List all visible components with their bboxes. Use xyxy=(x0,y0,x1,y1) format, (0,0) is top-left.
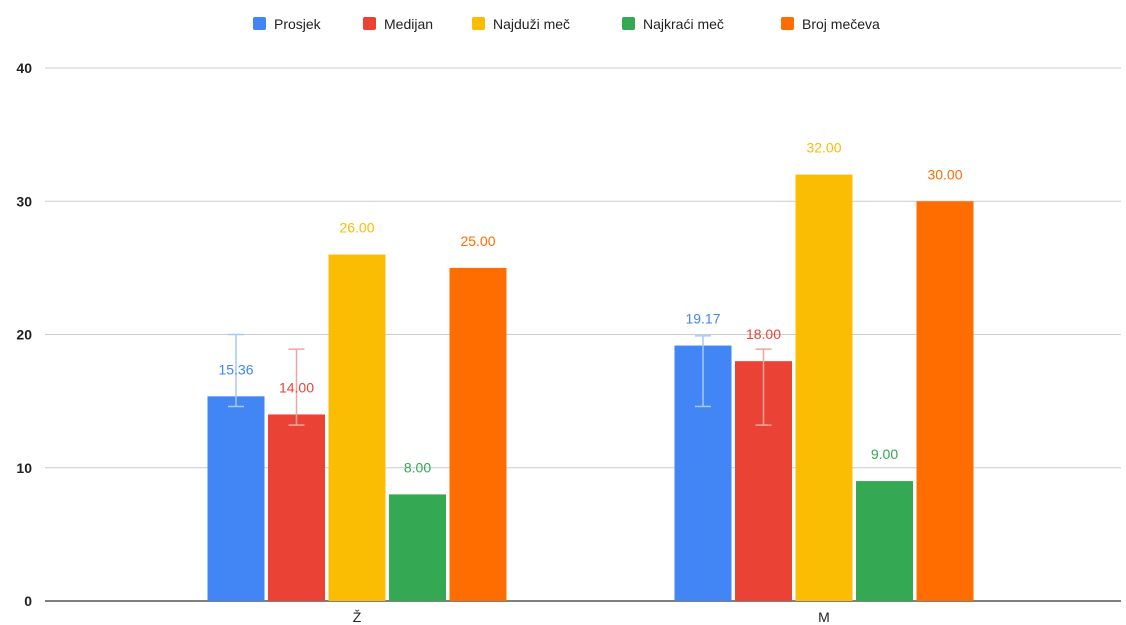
data-label: 18.00 xyxy=(746,326,781,342)
y-tick-label: 30 xyxy=(16,193,32,209)
legend-swatch-broj-meceva xyxy=(781,17,794,30)
bar-broj-meceva xyxy=(916,201,974,601)
y-tick-label: 0 xyxy=(24,593,32,609)
bar-medijan xyxy=(268,414,325,601)
error-bar xyxy=(755,348,772,426)
data-labels: 15.36 14.00 26.00 8.00 25.00 19.17 18.00 32.00 9… xyxy=(218,140,962,476)
y-tick-label: 20 xyxy=(16,327,32,343)
error-bar xyxy=(228,333,244,408)
data-label: 9.00 xyxy=(871,446,898,462)
error-bar xyxy=(695,335,711,408)
data-label: 19.17 xyxy=(685,311,720,327)
y-tick-label: 10 xyxy=(16,460,32,476)
error-bars xyxy=(228,333,772,426)
bar-najkraci-mec xyxy=(856,481,913,601)
x-category-label: Ž xyxy=(353,609,362,625)
data-label: 25.00 xyxy=(460,233,495,249)
data-label: 26.00 xyxy=(339,220,374,236)
bar-broj-meceva xyxy=(449,267,507,601)
legend-swatch-najkraci-mec xyxy=(622,17,635,30)
data-label: 32.00 xyxy=(806,140,841,156)
legend-label-medijan: Medijan xyxy=(384,16,433,32)
error-bar xyxy=(288,348,305,426)
data-label: 15.36 xyxy=(218,361,253,377)
bar-najkraci-mec xyxy=(389,494,446,601)
legend-swatch-medijan xyxy=(363,17,376,30)
bar-prosjek xyxy=(207,396,265,601)
legend-label-najkraci-mec: Najkraći meč xyxy=(643,16,724,32)
legend-label-broj-meceva: Broj mečeva xyxy=(802,16,880,32)
y-axis-ticks: 0 10 20 30 40 xyxy=(16,60,32,609)
legend-label-prosjek: Prosjek xyxy=(274,16,322,32)
data-label: 14.00 xyxy=(279,379,314,395)
data-label: 30.00 xyxy=(927,166,962,182)
bars xyxy=(207,174,974,602)
bar-najduzi-mec xyxy=(328,254,386,602)
data-label: 8.00 xyxy=(404,459,431,475)
y-tick-label: 40 xyxy=(16,60,32,76)
legend-swatch-prosjek xyxy=(253,17,266,30)
legend-swatch-najduzi-mec xyxy=(472,17,485,30)
x-category-label: M xyxy=(818,609,830,625)
bar-najduzi-mec xyxy=(795,174,853,601)
legend: Prosjek Medijan Najduži meč Najkraći meč Bro… xyxy=(253,16,880,32)
legend-label-najduzi-mec: Najduži meč xyxy=(493,16,570,32)
